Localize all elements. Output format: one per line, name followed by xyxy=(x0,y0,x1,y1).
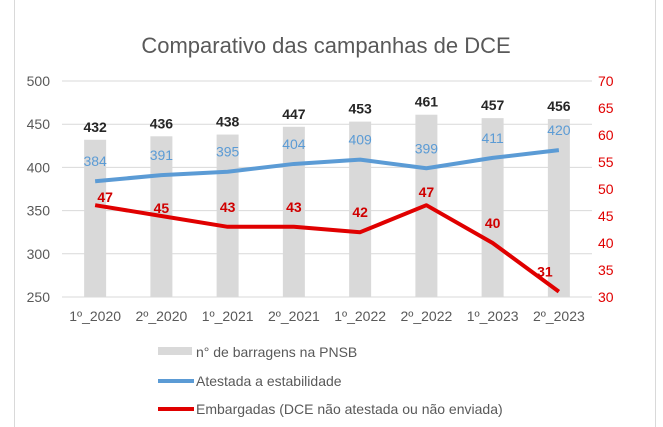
bar-data-label: 456 xyxy=(547,98,571,114)
line-data-label: 391 xyxy=(150,147,174,163)
line-data-label: 404 xyxy=(282,136,306,152)
x-tick-label: 1º_2020 xyxy=(69,308,121,324)
legend-entry: n° de barragens na PNSB xyxy=(196,344,357,360)
line-data-label: 31 xyxy=(537,264,553,280)
bar-data-label: 457 xyxy=(481,97,505,113)
line-embargadas xyxy=(94,203,561,294)
line-data-label: 409 xyxy=(348,132,372,148)
y-right-tick-label: 55 xyxy=(598,154,614,170)
y-left-tick-label: 350 xyxy=(27,203,51,219)
legend-entry: Atestada a estabilidade xyxy=(196,373,342,389)
bar-data-label: 436 xyxy=(150,115,174,131)
bar xyxy=(282,126,305,298)
line-atestada xyxy=(94,148,560,184)
y-left-tick-label: 300 xyxy=(27,246,51,262)
y-right-tick-label: 65 xyxy=(598,100,614,116)
bar-data-label: 461 xyxy=(415,94,439,110)
line-data-label: 399 xyxy=(415,140,439,156)
bar xyxy=(547,119,570,298)
y-left-tick-label: 250 xyxy=(27,289,51,305)
y-right-tick-label: 70 xyxy=(598,73,614,89)
y-right-tick-label: 30 xyxy=(598,289,614,305)
legend-swatch-bar xyxy=(158,347,192,355)
bar-data-label: 447 xyxy=(282,106,306,122)
bar xyxy=(481,118,504,297)
x-tick-label: 1º_2021 xyxy=(202,308,254,324)
legend-entry: Embargadas (DCE não atestada ou não envi… xyxy=(196,401,503,417)
y-right-tick-label: 50 xyxy=(598,181,614,197)
x-tick-label: 2º_2022 xyxy=(400,308,452,324)
x-tick-label: 2º_2023 xyxy=(533,308,585,324)
chart-frame xyxy=(14,0,656,427)
x-tick-label: 1º_2022 xyxy=(334,308,386,324)
line-data-label: 42 xyxy=(352,204,368,220)
line-data-label: 420 xyxy=(547,122,571,138)
chart-title: Comparativo das campanhas de DCE xyxy=(141,33,510,58)
x-tick-label: 1º_2023 xyxy=(467,308,519,324)
y-right-tick-label: 35 xyxy=(598,262,614,278)
line-data-label: 40 xyxy=(485,215,501,231)
x-tick-label: 2º_2020 xyxy=(135,308,187,324)
line-data-label: 47 xyxy=(419,184,435,200)
line-data-label: 47 xyxy=(97,189,113,205)
x-tick-label: 2º_2021 xyxy=(268,308,320,324)
bar xyxy=(349,121,372,297)
y-left-tick-label: 450 xyxy=(27,116,51,132)
y-left-tick-label: 400 xyxy=(27,159,51,175)
y-left-tick-label: 500 xyxy=(27,73,51,89)
line-data-label: 395 xyxy=(216,144,240,160)
y-right-tick-label: 40 xyxy=(598,235,614,251)
bar-data-label: 432 xyxy=(83,119,107,135)
line-data-label: 384 xyxy=(83,153,107,169)
line-data-label: 45 xyxy=(154,200,170,216)
bar-data-label: 438 xyxy=(216,114,240,130)
line-data-label: 43 xyxy=(220,199,236,215)
bar-data-label: 453 xyxy=(348,101,372,117)
y-right-tick-label: 45 xyxy=(598,208,614,224)
bar xyxy=(216,134,239,297)
line-data-label: 43 xyxy=(286,199,302,215)
line-data-label: 411 xyxy=(481,130,504,146)
y-right-tick-label: 60 xyxy=(598,127,614,143)
